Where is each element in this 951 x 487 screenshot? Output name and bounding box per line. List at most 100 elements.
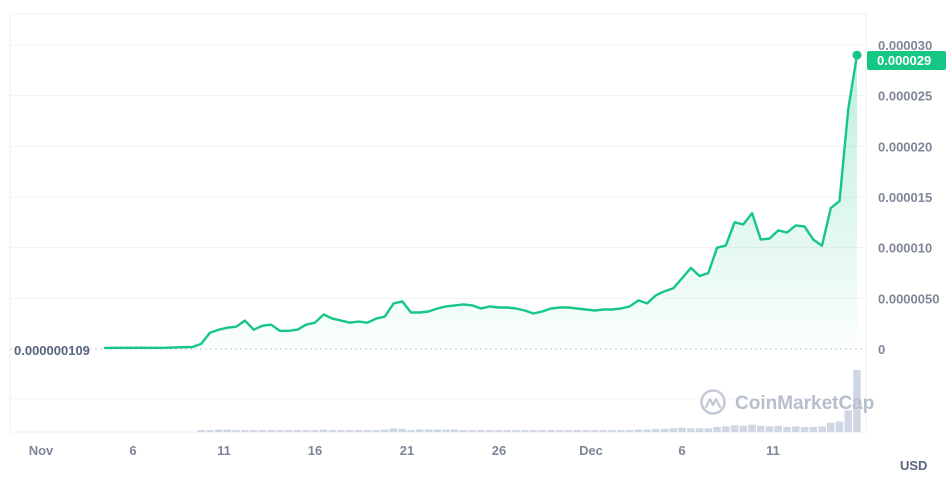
volume-bar (486, 430, 494, 432)
volume-bar (503, 430, 511, 432)
volume-bar (739, 425, 748, 432)
volume-bar (407, 430, 415, 432)
x-tick-label: 21 (400, 443, 414, 458)
volume-bar (459, 430, 468, 432)
volume-bar (652, 428, 660, 432)
last-price-text: 0.000029 (877, 53, 931, 68)
y-tick-label: 0.000030 (878, 38, 932, 53)
volume-bar (223, 429, 232, 432)
volume-bar (319, 429, 328, 432)
last-price-badge-bg (867, 51, 946, 70)
volume-bar (398, 428, 406, 432)
volume-bar (433, 429, 441, 432)
volume-bar (625, 430, 634, 432)
volume-bar (311, 430, 319, 432)
x-tick-label: 6 (129, 443, 136, 458)
x-axis: Nov 6 11 16 21 26 Dec 6 11 (29, 443, 780, 458)
y-tick-label: 0.0000050 (878, 291, 939, 306)
volume-bar (232, 430, 240, 432)
volume-bar (835, 421, 844, 432)
x-tick-label: 6 (678, 443, 685, 458)
volume-bar (451, 429, 459, 432)
volume-bar (284, 430, 293, 432)
y-tick-label: 0 (878, 342, 885, 357)
volume-bar (494, 430, 503, 432)
volume-bar (477, 430, 485, 432)
volume-bar (389, 428, 398, 432)
volume-bar (704, 428, 713, 432)
y-tick-label: 0.000020 (878, 139, 932, 154)
volume-bar (258, 430, 267, 432)
volume-bar (748, 424, 756, 432)
volume-bar (267, 430, 275, 432)
price-line (103, 53, 859, 350)
volume-bar (381, 429, 389, 432)
currency-label: USD (900, 458, 927, 473)
volume-bar (214, 429, 223, 432)
volume-bar (800, 427, 809, 432)
volume-bar (722, 426, 730, 432)
volume-bar (643, 429, 651, 432)
coinmarketcap-logo-icon (700, 389, 726, 415)
volume-bar (687, 428, 695, 432)
volume-bar (765, 426, 774, 432)
volume-bar (293, 430, 302, 432)
volume-bar (197, 430, 205, 432)
y-axis: 0.000030 0.000025 0.000020 0.000015 0.000010… (878, 38, 939, 357)
start-value-label: 0.000000109 (14, 343, 90, 358)
y-tick-label: 0.000025 (878, 89, 932, 104)
volume-bar (573, 430, 581, 432)
volume-bars (197, 370, 861, 432)
x-tick-label: 16 (308, 443, 322, 458)
volume-bar (660, 428, 669, 432)
last-price-dot (852, 50, 862, 60)
volume-bar (730, 425, 739, 432)
volume-bar (774, 425, 782, 432)
x-tick-label: Nov (29, 443, 54, 458)
watermark: CoinMarketCap (700, 389, 874, 415)
x-tick-label: 26 (492, 443, 506, 458)
volume-bar (354, 430, 363, 432)
volume-bar (424, 429, 433, 432)
volume-bar (608, 430, 616, 432)
volume-bar (669, 428, 678, 432)
volume-bar (792, 426, 800, 432)
volume-bar (372, 430, 380, 432)
volume-bar (818, 426, 826, 432)
volume-bar (599, 430, 608, 432)
volume-bar (442, 429, 450, 432)
volume-bar (555, 430, 564, 432)
volume-bar (757, 425, 765, 432)
price-area-fill (105, 55, 857, 349)
volume-bar (512, 430, 520, 432)
volume-bar (695, 428, 704, 432)
volume-bar (328, 430, 337, 432)
y-tick-label: 0.000010 (878, 241, 932, 256)
x-tick-label: Dec (579, 443, 603, 458)
volume-bar (678, 427, 686, 432)
price-line-group (103, 50, 862, 350)
volume-bar (582, 430, 590, 432)
last-price-badge: 0.000029 (867, 51, 946, 70)
volume-bar (547, 430, 555, 432)
volume-bar (206, 430, 214, 432)
volume-bar (346, 430, 354, 432)
volume-bar (827, 422, 835, 432)
coinmarketcap-logo-mark (704, 397, 722, 409)
volume-bar (363, 430, 372, 432)
x-tick-label: 11 (217, 443, 231, 458)
volume-bar (853, 370, 861, 432)
y-tick-label: 0.000015 (878, 190, 932, 205)
volume-bar (783, 427, 791, 432)
volume-bar (844, 410, 852, 432)
volume-bar (416, 429, 424, 432)
volume-bar (276, 430, 284, 432)
volume-bar (590, 430, 599, 432)
volume-bar (468, 430, 476, 432)
volume-bar (529, 430, 538, 432)
watermark-text: CoinMarketCap (735, 393, 874, 414)
volume-bar (809, 427, 817, 432)
volume-bar (520, 430, 529, 432)
price-area (105, 55, 857, 349)
